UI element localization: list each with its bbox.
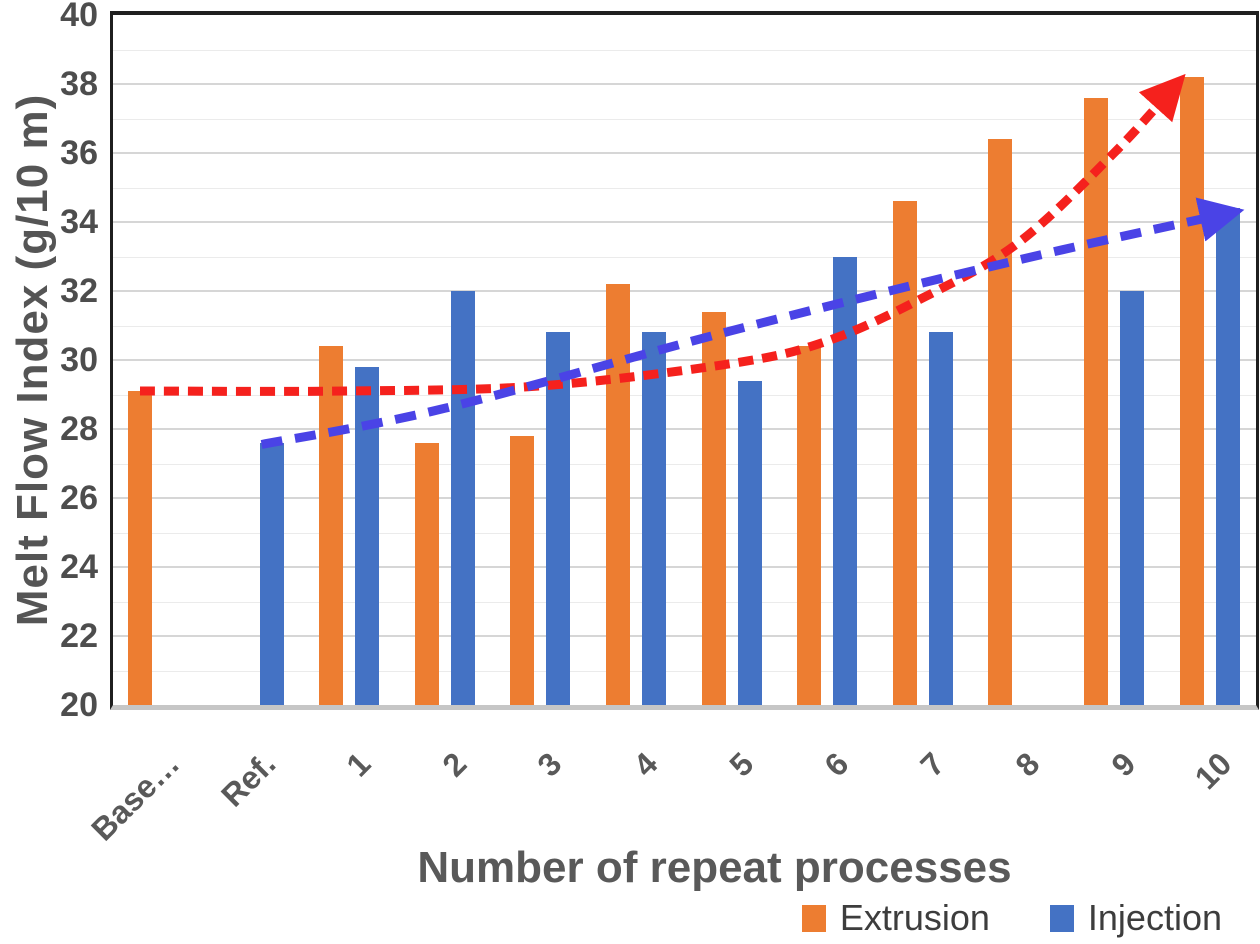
y-tick-label-40: 40 bbox=[60, 0, 98, 34]
y-tick-label-32: 32 bbox=[60, 272, 98, 310]
bar-extrusion-9 bbox=[1084, 97, 1108, 705]
gridline bbox=[113, 83, 1256, 85]
legend: Extrusion Injection bbox=[801, 897, 1222, 939]
bar-injection-7 bbox=[928, 332, 953, 705]
gridline bbox=[113, 566, 1256, 568]
gridline bbox=[113, 635, 1256, 637]
y-tick-label-36: 36 bbox=[60, 134, 98, 172]
bar-injection-3 bbox=[546, 332, 571, 705]
y-tick-label-28: 28 bbox=[60, 410, 98, 448]
y-tick-label-20: 20 bbox=[60, 686, 98, 724]
gridline bbox=[113, 463, 1256, 465]
extrusion-swatch-icon bbox=[801, 904, 826, 932]
gridline bbox=[113, 497, 1256, 499]
bar-extrusion-10 bbox=[1179, 77, 1204, 705]
gridline bbox=[113, 670, 1256, 672]
bar-extrusion-4 bbox=[606, 284, 630, 705]
gridline bbox=[113, 601, 1256, 603]
legend-label-extrusion: Extrusion bbox=[839, 897, 990, 938]
bar-injection-5 bbox=[737, 380, 762, 705]
y-tick-label-38: 38 bbox=[60, 65, 98, 103]
bar-injection-2 bbox=[450, 291, 475, 705]
bar-injection-10 bbox=[1215, 208, 1240, 705]
legend-label-injection: Injection bbox=[1087, 897, 1222, 938]
bar-extrusion-2 bbox=[414, 442, 439, 705]
y-tick-label-34: 34 bbox=[60, 203, 98, 241]
bar-extrusion-3 bbox=[510, 435, 535, 705]
bar-extrusion-7 bbox=[892, 201, 917, 705]
legend-item-injection: Injection bbox=[1049, 897, 1222, 939]
bar-injection-1 bbox=[355, 366, 380, 705]
bar-extrusion-8 bbox=[988, 139, 1013, 705]
bar-injection-Ref. bbox=[259, 442, 284, 705]
bar-injection-9 bbox=[1120, 291, 1144, 705]
gridline bbox=[113, 532, 1256, 534]
bar-extrusion-Base… bbox=[128, 391, 152, 705]
gridline bbox=[113, 49, 1256, 51]
y-tick-label-26: 26 bbox=[60, 479, 98, 517]
injection-swatch-icon bbox=[1049, 904, 1074, 932]
legend-item-extrusion: Extrusion bbox=[801, 897, 990, 939]
bar-injection-4 bbox=[642, 332, 666, 705]
x-axis-title: Number of repeat processes bbox=[417, 843, 1012, 892]
bar-extrusion-6 bbox=[797, 346, 822, 705]
bar-injection-6 bbox=[833, 256, 858, 705]
y-tick-label-24: 24 bbox=[60, 548, 98, 586]
plot-area bbox=[110, 11, 1259, 710]
bar-extrusion-1 bbox=[319, 346, 344, 705]
bar-extrusion-5 bbox=[701, 311, 726, 705]
y-tick-label-30: 30 bbox=[60, 341, 98, 379]
y-tick-label-22: 22 bbox=[60, 617, 98, 655]
